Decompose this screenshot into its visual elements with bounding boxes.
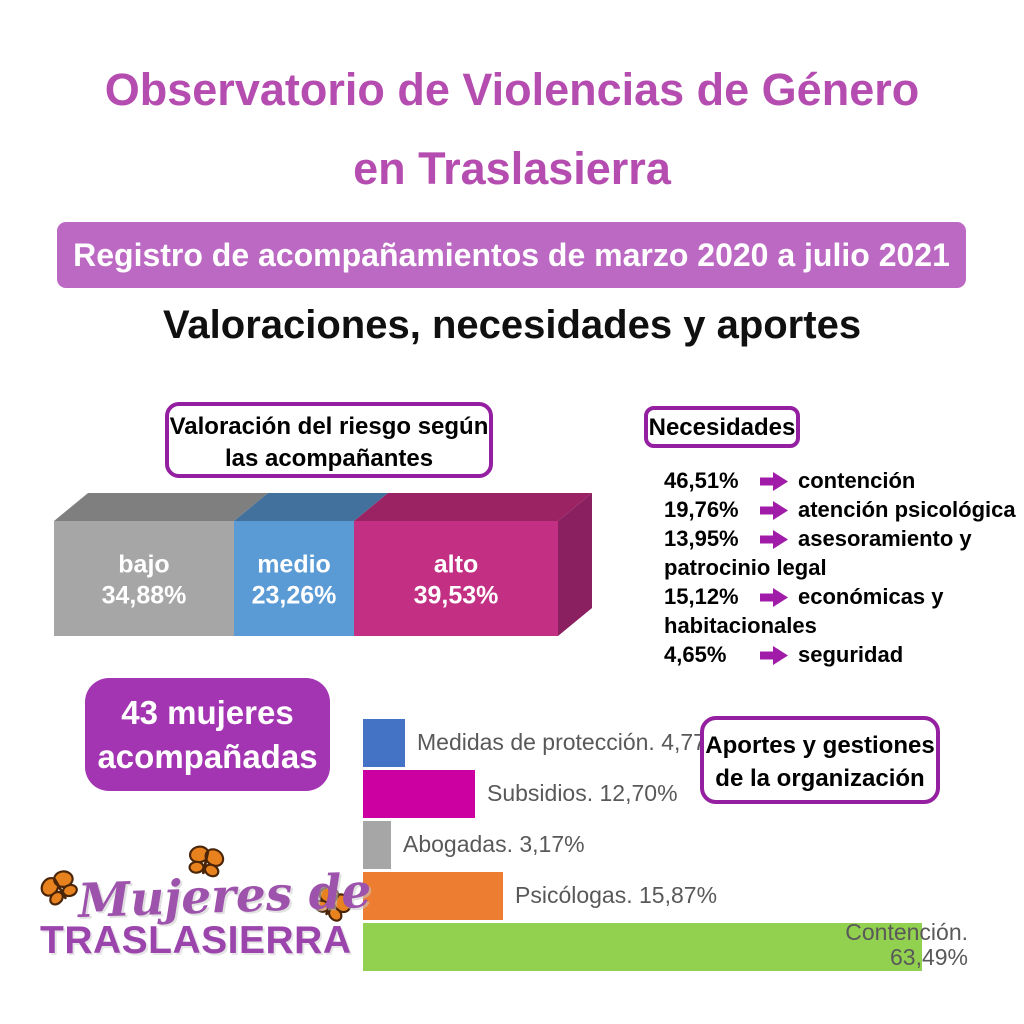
bar-row: Psicólogas. 15,87% bbox=[363, 870, 1018, 921]
bar-contención bbox=[363, 922, 922, 971]
risk-box-line2: las acompañantes bbox=[224, 445, 434, 472]
need-label: seguridad bbox=[798, 642, 904, 667]
bar-row: Subsidios. 12,70% bbox=[363, 768, 1018, 819]
bar-subsidios bbox=[363, 769, 475, 818]
right-arrow-icon bbox=[760, 530, 788, 549]
page-title-line2: en Traslasierra bbox=[353, 143, 671, 194]
risk-segment-alto bbox=[354, 521, 558, 636]
butterfly-icon bbox=[305, 880, 358, 933]
risk-segment-category-label: alto bbox=[434, 551, 478, 579]
women-count-box: 43 mujeres acompañadas bbox=[85, 678, 330, 791]
risk-segment-value-label: 34,88% bbox=[102, 582, 187, 610]
risk-box-line1: Valoración del riesgo según bbox=[169, 413, 489, 440]
bar-abogadas bbox=[363, 820, 391, 869]
bar-label: Subsidios. 12,70% bbox=[487, 780, 678, 806]
bar-label: Medidas de protección. 4,77% bbox=[417, 729, 727, 755]
risk-segment-side-face bbox=[558, 493, 592, 636]
risk-segment-category-label: bajo bbox=[118, 551, 169, 579]
need-item: 46,51% contención bbox=[664, 466, 1024, 495]
aportes-title-box: Aportes y gestiones de la organización bbox=[700, 716, 940, 804]
need-percent: 4,65% bbox=[664, 642, 727, 667]
right-arrow-icon bbox=[760, 501, 788, 520]
risk-segment-category-label: medio bbox=[257, 551, 331, 579]
right-arrow-icon bbox=[760, 588, 788, 607]
right-arrow-icon bbox=[760, 472, 788, 491]
need-label: atención psicológica bbox=[798, 497, 1016, 522]
risk-chart-title-box: Valoración del riesgo según las acompaña… bbox=[165, 402, 493, 478]
page-title-line1: Observatorio de Violencias de Género bbox=[104, 64, 920, 115]
bar-psicólogas bbox=[363, 871, 503, 920]
need-percent: 13,95% bbox=[664, 526, 739, 551]
section-title: Valoraciones, necesidades y aportes bbox=[162, 303, 862, 347]
needs-list: 46,51% contención 19,76% atención psicológi… bbox=[664, 466, 1024, 669]
risk-segment-value-label: 23,26% bbox=[252, 582, 337, 610]
butterfly-svg bbox=[314, 886, 352, 922]
right-arrow-icon bbox=[760, 646, 788, 665]
bar-row: Contención. 63,49% bbox=[363, 919, 1018, 972]
risk-segment-medio bbox=[233, 521, 355, 636]
risk-segment-top-face bbox=[354, 493, 592, 521]
bar-medidas-de-protección bbox=[363, 718, 405, 767]
need-percent: 19,76% bbox=[664, 497, 739, 522]
butterfly-svg bbox=[188, 845, 225, 878]
butterfly-icon bbox=[182, 841, 227, 887]
period-banner: Registro de acompañamientos de marzo 202… bbox=[57, 222, 966, 288]
aportes-box-line1: Aportes y gestiones bbox=[705, 732, 935, 759]
butterfly-svg bbox=[40, 870, 78, 906]
need-label: económicas y habitacionales bbox=[664, 584, 944, 638]
butterfly-icon bbox=[35, 864, 87, 917]
page-title: Observatorio de Violencias de Género en … bbox=[0, 50, 1024, 208]
aportes-bar-chart: Medidas de protección. 4,77% Subsidios. 1… bbox=[363, 717, 1018, 972]
bar-row: Medidas de protección. 4,77% bbox=[363, 717, 1018, 768]
bar-row: Abogadas. 3,17% bbox=[363, 819, 1018, 870]
aportes-box-line2: de la organización bbox=[715, 765, 925, 792]
women-count-line1: 43 mujeres bbox=[121, 694, 294, 731]
need-item: 19,76% atención psicológica bbox=[664, 495, 1024, 524]
risk-3d-stacked-bar-chart: bajo 34,88% medio 23,26% alto 39,53% bbox=[53, 493, 593, 643]
need-percent: 46,51% bbox=[664, 468, 739, 493]
need-item: 13,95% asesoramiento y patrocinio legal bbox=[664, 524, 1024, 582]
need-percent: 15,12% bbox=[664, 584, 739, 609]
risk-segment-value-label: 39,53% bbox=[414, 582, 499, 610]
risk-segment-bajo bbox=[54, 521, 234, 636]
bar-label: Contención. 63,49% bbox=[845, 919, 968, 970]
bar-label: Psicólogas. 15,87% bbox=[515, 882, 718, 908]
women-count-line2: acompañadas bbox=[97, 738, 318, 775]
bar-label: Abogadas. 3,17% bbox=[403, 831, 585, 857]
risk-segment-top-face bbox=[54, 493, 268, 521]
needs-title-box: Necesidades bbox=[644, 406, 800, 448]
risk-3d-svg: bajo 34,88% medio 23,26% alto 39,53% bbox=[54, 493, 592, 636]
logo-block-text: TRASLASIERRA bbox=[40, 919, 352, 962]
need-label: asesoramiento y patrocinio legal bbox=[664, 526, 972, 580]
risk-segment-top-face bbox=[233, 493, 389, 521]
logo: Mujeres de TRASLASIERRA bbox=[36, 845, 372, 985]
need-item: 15,12% económicas y habitacionales bbox=[664, 582, 1024, 640]
need-item: 4,65% seguridad bbox=[664, 640, 1024, 669]
need-label: contención bbox=[798, 468, 916, 493]
